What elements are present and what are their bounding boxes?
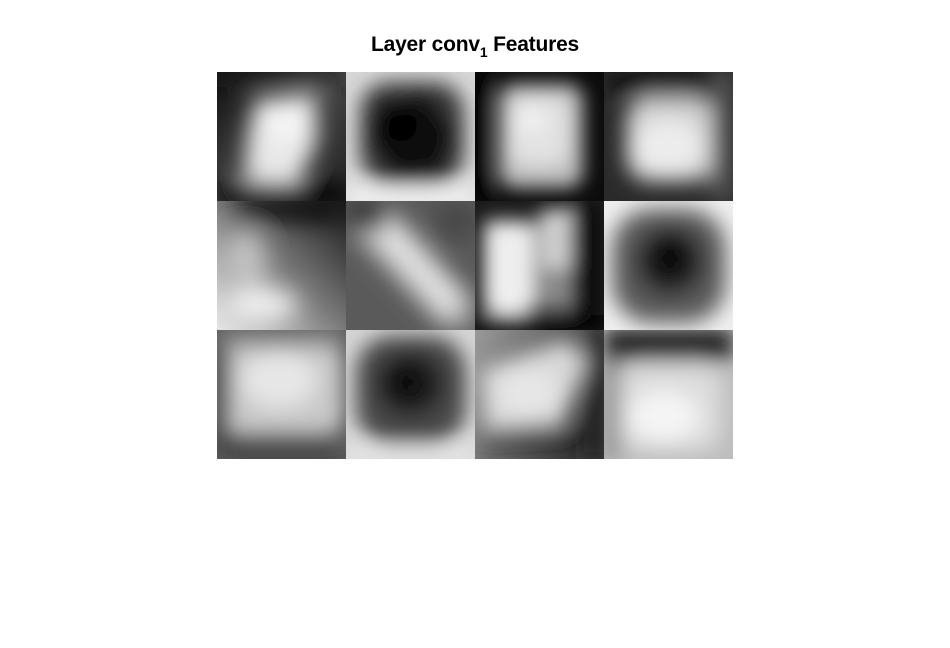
feature-tile-8 [604,201,733,330]
feature-tile-7 [475,201,604,330]
feature-tile-5 [217,201,346,330]
figure-title: Layer conv1 Features [0,33,950,60]
feature-tile-3 [475,72,604,201]
title-suffix: Features [487,33,580,56]
title-subscript: 1 [479,44,488,60]
feature-tile-2 [346,72,475,201]
feature-tile-1 [217,72,346,201]
feature-tile-12 [604,330,733,459]
title-prefix: Layer conv [370,33,480,56]
feature-tile-10 [346,330,475,459]
feature-tile-9 [217,330,346,459]
feature-tile-6 [346,201,475,330]
feature-tile-4 [604,72,733,201]
feature-tile-11 [475,330,604,459]
feature-grid [217,72,733,459]
